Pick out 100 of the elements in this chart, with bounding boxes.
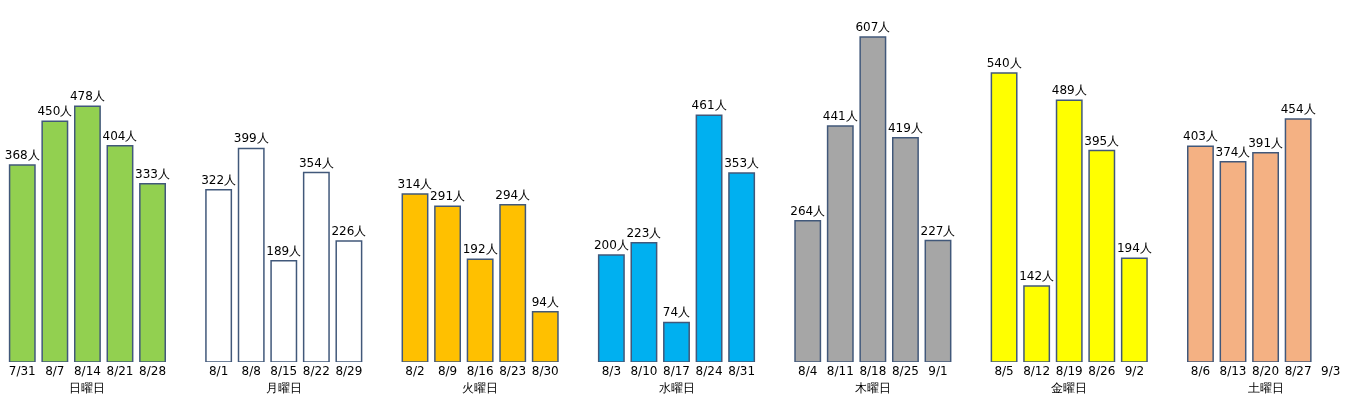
data-label: 354人 [298, 155, 334, 170]
bar [8, 164, 36, 362]
bar [630, 241, 658, 362]
bar [73, 105, 101, 362]
bar [891, 136, 919, 362]
x-tick-label: 9/3 [1321, 364, 1341, 378]
data-label: 74人 [662, 305, 691, 320]
x-tick-label: 8/17 [663, 364, 690, 378]
data-label: 194人 [1116, 241, 1152, 256]
bar [302, 171, 330, 362]
x-axis-title: 水曜日 [658, 380, 695, 395]
x-tick-label: 8/8 [241, 364, 261, 378]
x-tick-label: 8/28 [139, 364, 167, 378]
bar [990, 72, 1018, 362]
bar [1023, 285, 1051, 362]
data-label: 368人 [4, 148, 40, 163]
x-tick-label: 8/6 [1190, 364, 1211, 378]
data-label: 223人 [626, 225, 662, 240]
bar [826, 125, 854, 362]
x-tick-label: 8/20 [1252, 364, 1280, 378]
data-label: 353人 [724, 156, 760, 171]
bar [139, 183, 166, 362]
data-label: 314人 [397, 176, 433, 191]
bar [1186, 145, 1214, 362]
data-label: 374人 [1215, 144, 1251, 159]
bar [106, 145, 134, 362]
x-tick-label: 9/2 [1124, 364, 1145, 378]
x-tick-label: 8/26 [1088, 364, 1116, 378]
bar [434, 205, 462, 362]
x-tick-label: 8/29 [335, 364, 363, 378]
bar [728, 172, 756, 362]
data-label: 227人 [920, 223, 956, 238]
x-tick-label: 8/1 [208, 364, 229, 378]
data-label: 189人 [266, 243, 302, 258]
bar [531, 310, 559, 362]
x-tick-label: 8/11 [826, 364, 854, 378]
bar [499, 203, 527, 362]
bar [695, 114, 723, 362]
bar [1284, 118, 1312, 362]
data-label: 395人 [1084, 133, 1120, 148]
x-axis-title: 木曜日 [854, 380, 891, 395]
x-tick-label: 8/22 [302, 364, 330, 378]
bar [335, 240, 363, 362]
data-label: 226人 [331, 224, 367, 239]
x-tick-label: 8/23 [499, 364, 527, 378]
x-tick-label: 8/10 [630, 364, 658, 378]
bar [924, 239, 952, 362]
x-tick-label: 8/14 [73, 364, 101, 378]
bar [205, 188, 233, 362]
data-label: 403人 [1182, 129, 1218, 144]
x-axis-title: 月曜日 [265, 380, 302, 395]
x-tick-label: 8/12 [1023, 364, 1051, 378]
x-axis-title: 金曜日 [1051, 380, 1088, 395]
data-label: 489人 [1051, 83, 1087, 98]
data-label: 441人 [822, 108, 858, 123]
data-label: 461人 [691, 98, 727, 113]
x-tick-label: 8/4 [798, 364, 818, 378]
bar [466, 258, 494, 362]
x-tick-label: 8/24 [695, 364, 723, 378]
x-tick-label: 8/21 [106, 364, 134, 378]
data-label: 399人 [233, 131, 269, 146]
bar [1219, 161, 1247, 362]
data-label: 333人 [135, 166, 170, 181]
bar [1252, 151, 1280, 362]
data-label: 94人 [531, 294, 559, 309]
x-tick-label: 8/16 [466, 364, 494, 378]
bar [1120, 257, 1148, 362]
x-tick-label: 8/5 [994, 364, 1014, 378]
data-label: 142人 [1019, 268, 1055, 283]
x-axis-title: 日曜日 [69, 380, 106, 395]
bar [859, 36, 887, 362]
bar [401, 193, 429, 362]
data-label: 540人 [986, 55, 1022, 70]
bar [270, 260, 298, 362]
x-tick-label: 8/18 [859, 364, 887, 378]
data-label: 264人 [790, 203, 826, 218]
x-tick-label: 8/19 [1055, 364, 1083, 378]
x-tick-label: 8/15 [270, 364, 298, 378]
bar [794, 219, 822, 362]
bar [1055, 99, 1083, 362]
bar [237, 147, 265, 362]
data-label: 404人 [102, 128, 138, 143]
x-tick-label: 8/7 [45, 364, 65, 378]
x-tick-label: 8/9 [437, 364, 458, 378]
x-tick-label: 8/2 [405, 364, 425, 378]
x-tick-label: 8/27 [1284, 364, 1312, 378]
bar [663, 321, 690, 362]
bar [597, 254, 625, 362]
x-tick-label: 8/25 [891, 364, 919, 378]
x-axis-title: 火曜日 [462, 380, 499, 395]
x-tick-label: 8/30 [531, 364, 559, 378]
data-label: 391人 [1248, 135, 1284, 150]
x-tick-label: 8/13 [1219, 364, 1247, 378]
data-label: 322人 [201, 172, 237, 187]
data-label: 478人 [69, 89, 105, 104]
data-label: 192人 [462, 242, 498, 257]
data-label: 607人 [855, 20, 891, 35]
bar [41, 120, 69, 362]
x-tick-label: 9/1 [928, 364, 948, 378]
data-label: 419人 [887, 120, 923, 135]
